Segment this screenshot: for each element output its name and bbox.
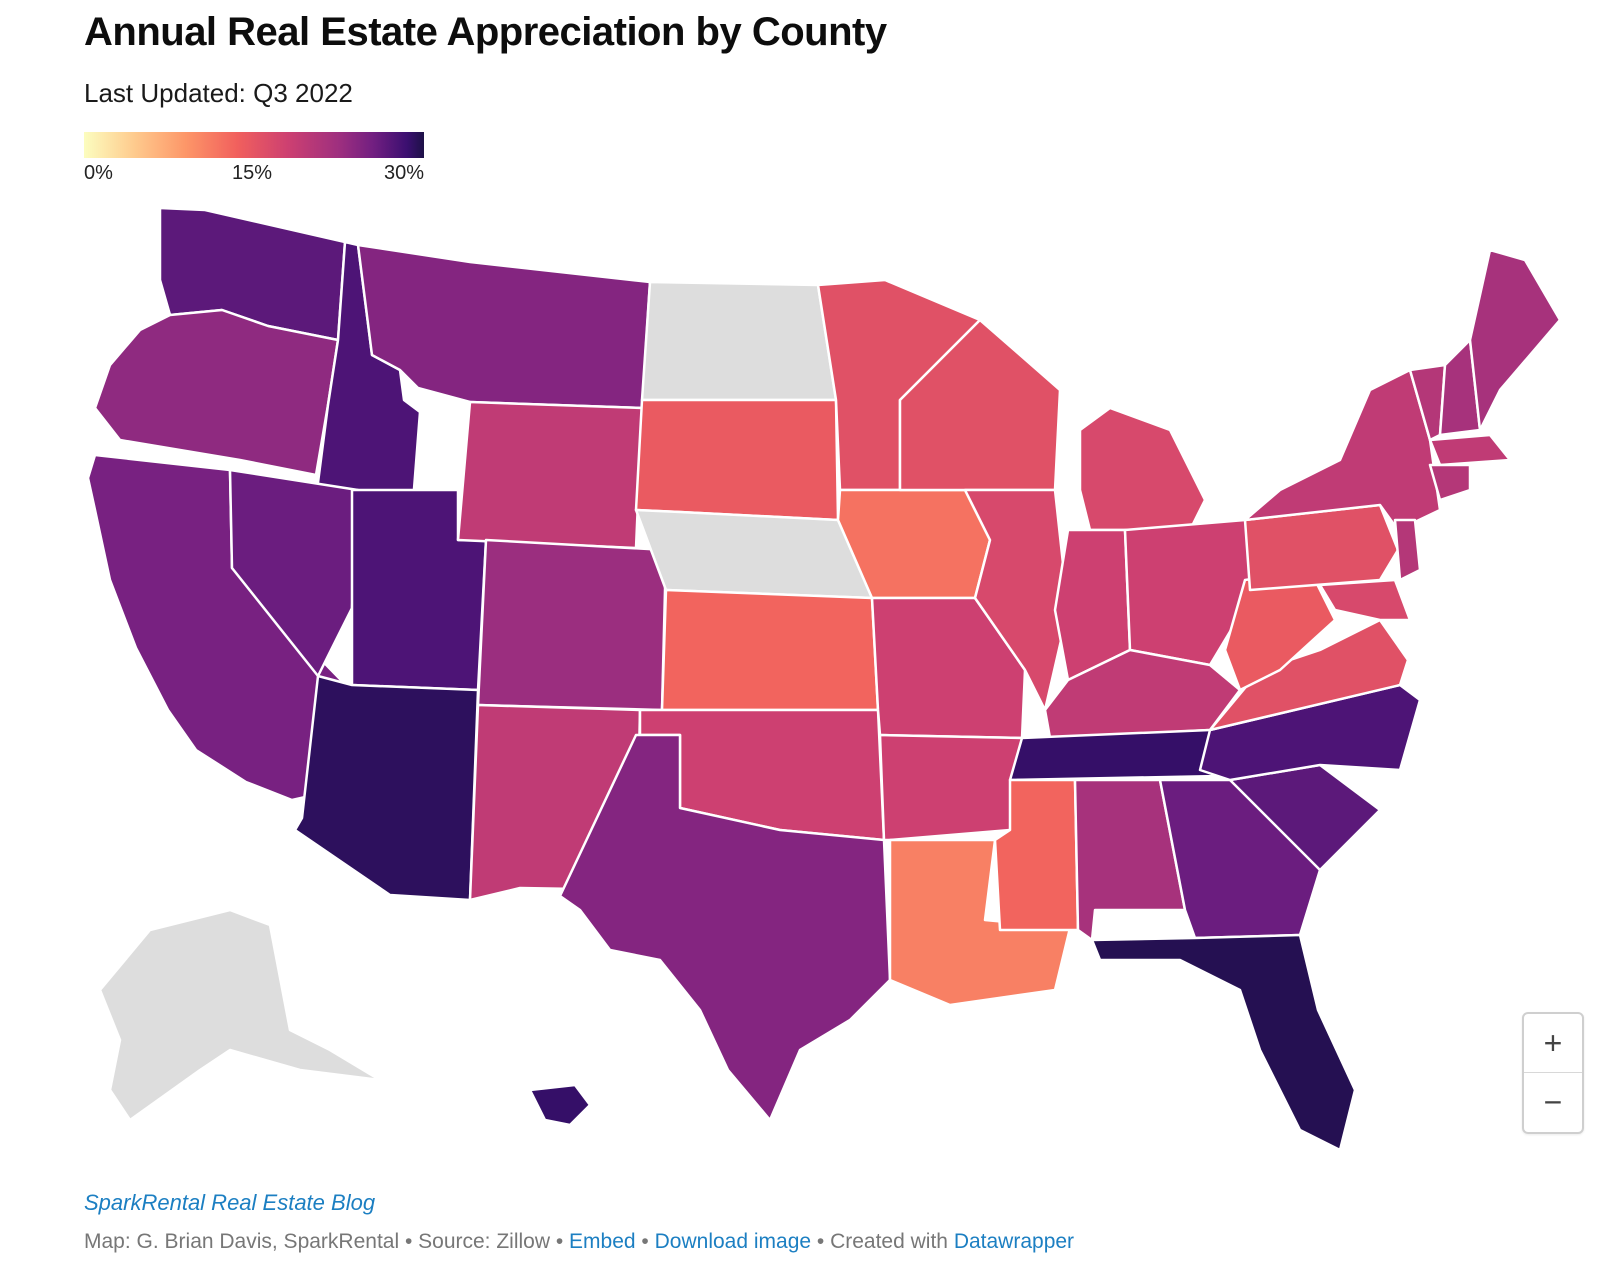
state-oregon[interactable] — [93, 308, 340, 477]
color-legend: 0% 15% 30% — [84, 132, 424, 186]
state-arizona[interactable] — [293, 674, 480, 902]
state-alaska[interactable] — [98, 908, 382, 1122]
legend-gradient-bar — [84, 132, 424, 158]
state-arkansas[interactable] — [878, 733, 1024, 842]
state-nevada[interactable] — [228, 468, 360, 678]
embed-link[interactable]: Embed — [569, 1230, 636, 1253]
zoom-in-button[interactable]: + — [1524, 1014, 1582, 1073]
state-illinois[interactable] — [963, 488, 1070, 712]
legend-labels: 0% 15% 30% — [84, 158, 424, 186]
state-connecticut[interactable] — [1428, 463, 1472, 502]
state-louisiana[interactable] — [888, 838, 1072, 1007]
state-colorado[interactable] — [476, 538, 668, 712]
download-image-link[interactable]: Download image — [654, 1230, 812, 1253]
source-blog-link[interactable]: SparkRental Real Estate Blog — [84, 1190, 376, 1215]
state-maryland[interactable] — [1318, 578, 1412, 622]
us-county-map[interactable] — [0, 190, 1602, 1170]
credit-text: Map: G. Brian Davis, SparkRental • Sourc… — [84, 1230, 570, 1253]
datawrapper-link[interactable]: Datawrapper — [953, 1230, 1075, 1253]
state-michigan[interactable] — [1078, 406, 1207, 532]
legend-label-mid: 15% — [232, 162, 273, 184]
legend-label-max: 30% — [383, 162, 424, 184]
state-wyoming[interactable] — [456, 400, 644, 550]
state-massachusetts[interactable] — [1428, 433, 1512, 467]
zoom-out-button[interactable]: − — [1543, 1083, 1563, 1120]
state-new-jersey[interactable] — [1393, 518, 1422, 582]
footer-credits: Map: G. Brian Davis, SparkRental • Sourc… — [84, 1230, 1074, 1254]
state-kansas[interactable] — [660, 588, 880, 712]
state-florida[interactable] — [1090, 933, 1357, 1152]
chart-title: Annual Real Estate Appreciation by Count… — [84, 10, 887, 54]
zoom-control: + − — [1522, 1012, 1584, 1134]
separator: • — [635, 1230, 655, 1253]
legend-label-min: 0% — [84, 162, 113, 184]
created-with-text: • Created with — [811, 1230, 954, 1253]
state-hawaii[interactable] — [528, 1083, 592, 1127]
state-new-york[interactable] — [1243, 368, 1442, 532]
state-nebraska[interactable] — [634, 508, 874, 600]
state-maine[interactable] — [1468, 248, 1562, 432]
state-north-carolina[interactable] — [1198, 683, 1422, 782]
state-north-dakota[interactable] — [640, 280, 838, 402]
state-texas[interactable] — [558, 733, 892, 1122]
state-south-dakota[interactable] — [634, 398, 840, 522]
state-regions — [86, 206, 1562, 1152]
chart-subtitle: Last Updated: Q3 2022 — [84, 78, 353, 108]
